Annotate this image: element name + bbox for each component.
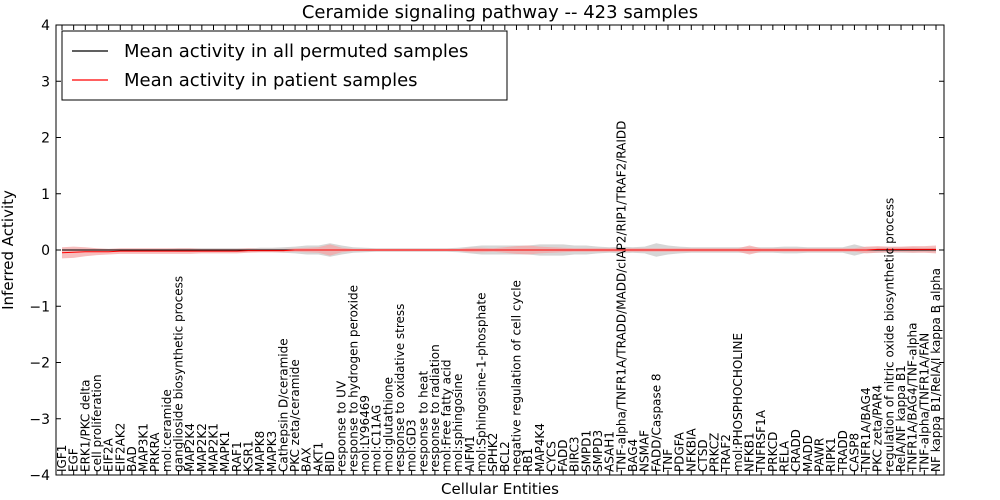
x-tick-label: BAX [300,447,314,472]
x-tick-label: RB1 [521,448,535,472]
x-tick-label: SPHK2 [486,433,500,472]
x-tick-label: MAPK8 [253,431,267,472]
y-tick-label: 3 [41,74,50,90]
legend-label: Mean activity in patient samples [124,70,418,91]
x-tick-label: PAWR [813,438,827,472]
x-tick-label: mol:PHOSPHOCHOLINE [731,333,745,472]
x-tick-label: TNF-alpha/TNFR1A/FAN [917,333,931,473]
x-tick-label: TRADD [836,430,850,473]
x-tick-label: mol:C11AG [370,405,384,472]
legend: Mean activity in all permuted samples Mea… [61,30,508,101]
x-tick-label: NF kappa B1/RelA/I kappa B alpha [929,268,943,472]
x-tick-label: TRAF2 [719,434,733,473]
x-tick-label: MAP2K2 [195,423,209,472]
x-tick-label: EIF2A [102,437,116,472]
x-tick-label: mol:Free fatty acid [440,360,454,473]
x-tick-label: BID [323,451,337,472]
x-tick-label: AIFM1 [463,435,477,472]
x-tick-label: response to oxidative stress [393,304,407,472]
x-tick-label: TNFRSF1A [754,409,768,473]
x-tick-label: response to hydrogen peroxide [346,285,360,472]
x-tick-label: mol:Sphingosine-1-phosphate [475,293,489,473]
x-tick-label: BCL2 [498,441,512,472]
y-tick-label: 1 [41,187,50,203]
x-tick-label: MAPK3 [265,431,279,472]
x-tick-label: response to heat [416,370,430,472]
x-tick-label: response to UV [335,380,349,472]
x-tick-label: Cathepsin D/ceramide [276,338,290,472]
x-axis-label: Cellular Entities [441,480,559,498]
x-tick-label: regulation of nitric oxide biosynthetic … [882,198,896,472]
x-tick-label: EIF2AK2 [113,423,127,472]
legend-label: Mean activity in all permuted samples [124,41,468,62]
x-tick-label: IGF1 [55,445,69,472]
x-tick-label: mol:sphingosine [451,374,465,472]
x-tick-label: FADD [556,440,570,473]
y-tick-label: −3 [29,412,50,428]
x-tick-label: BAG4 [626,439,640,472]
y-axis-label: Inferred Activity [0,190,17,310]
x-tick-label: mol:LY96469 [358,395,372,472]
series-1-line [61,248,936,254]
x-tick-label: NSMAF [638,430,652,472]
x-tick-label: MADD [801,435,815,472]
x-tick-label: negative regulation of cell cycle [510,280,524,472]
x-tick-label: NFKBIA [684,427,698,472]
x-tick-label: RAF1 [230,441,244,472]
x-tick-label: NFKB1 [743,432,757,472]
x-tick-label: MAP2K4 [183,423,197,472]
plot-frame [55,24,945,476]
x-tick-label: EGF [67,448,81,472]
x-tick-label: TNF-alpha/TNFR1A/TRADD/MADD/cIAP2/RIP1/T… [614,121,628,473]
y-axis-ticks: −4 −3 −2 −1 0 1 2 3 4 [29,18,944,484]
x-tick-label: mol:ceramide [160,389,174,472]
x-tick-label: RELA [778,440,792,472]
x-tick-label: MAP3K1 [137,423,151,472]
y-tick-label: 4 [41,18,50,34]
x-tick-label: MAP2K1 [207,423,221,472]
x-tick-label: PRKCZ [708,433,722,472]
y-tick-label: 2 [41,131,50,147]
x-tick-label: CRADD [789,429,803,472]
x-tick-label: response to radiation [428,344,442,472]
x-tick-label: CYCS [544,441,558,472]
x-tick-label: CTSD [696,439,710,472]
x-tick-label: CASP8 [847,433,861,472]
y-tick-label: −4 [29,468,50,484]
x-tick-label: BAD [125,446,139,472]
x-tick-label: PDGFA [673,431,687,472]
x-tick-label: FADD/Caspase 8 [649,373,663,472]
x-tick-label: SMPD3 [591,430,605,472]
x-tick-label: TNFR1A/BAG4 [859,387,873,473]
x-tick-label: PKC zeta/PAR4 [871,385,885,472]
x-tick-label: TNF [661,449,675,473]
x-tick-label: SMPD1 [579,430,593,472]
x-tick-label: PRKCD [766,432,780,472]
x-tick-label: BIRC3 [568,436,582,472]
y-tick-label: −2 [29,356,50,372]
x-tick-label: PRKRA [148,432,162,472]
x-tick-label: MAP4K4 [533,423,547,472]
chart-title: Ceramide signaling pathway -- 423 sample… [302,2,698,23]
x-tick-label: KSR1 [242,441,256,472]
x-tick-label: ganglioside biosynthetic process [172,276,186,472]
x-tick-label: TNFR1A/BAG4/TNF-alpha [906,323,920,473]
y-tick-label: −1 [29,299,50,315]
x-tick-label: PKC zeta/ceramide [288,359,302,472]
x-tick-label: mol:GD3 [405,419,419,472]
series-lines [61,248,936,254]
x-tick-label: mol:glutathione [381,377,395,472]
x-tick-label: ASAH1 [603,431,617,472]
legend-box [61,30,508,101]
x-tick-label: MAPK1 [218,431,232,472]
x-tick-label: RIPK1 [824,437,838,472]
series-1-band [62,244,936,259]
x-tick-label: RelA/NF kappa B1 [894,365,908,472]
x-tick-label: ERK1/PKC delta [78,379,92,472]
x-tick-label: cell proliferation [90,374,104,472]
y-tick-label: 0 [41,243,50,259]
x-tick-label: AKT1 [311,442,325,472]
